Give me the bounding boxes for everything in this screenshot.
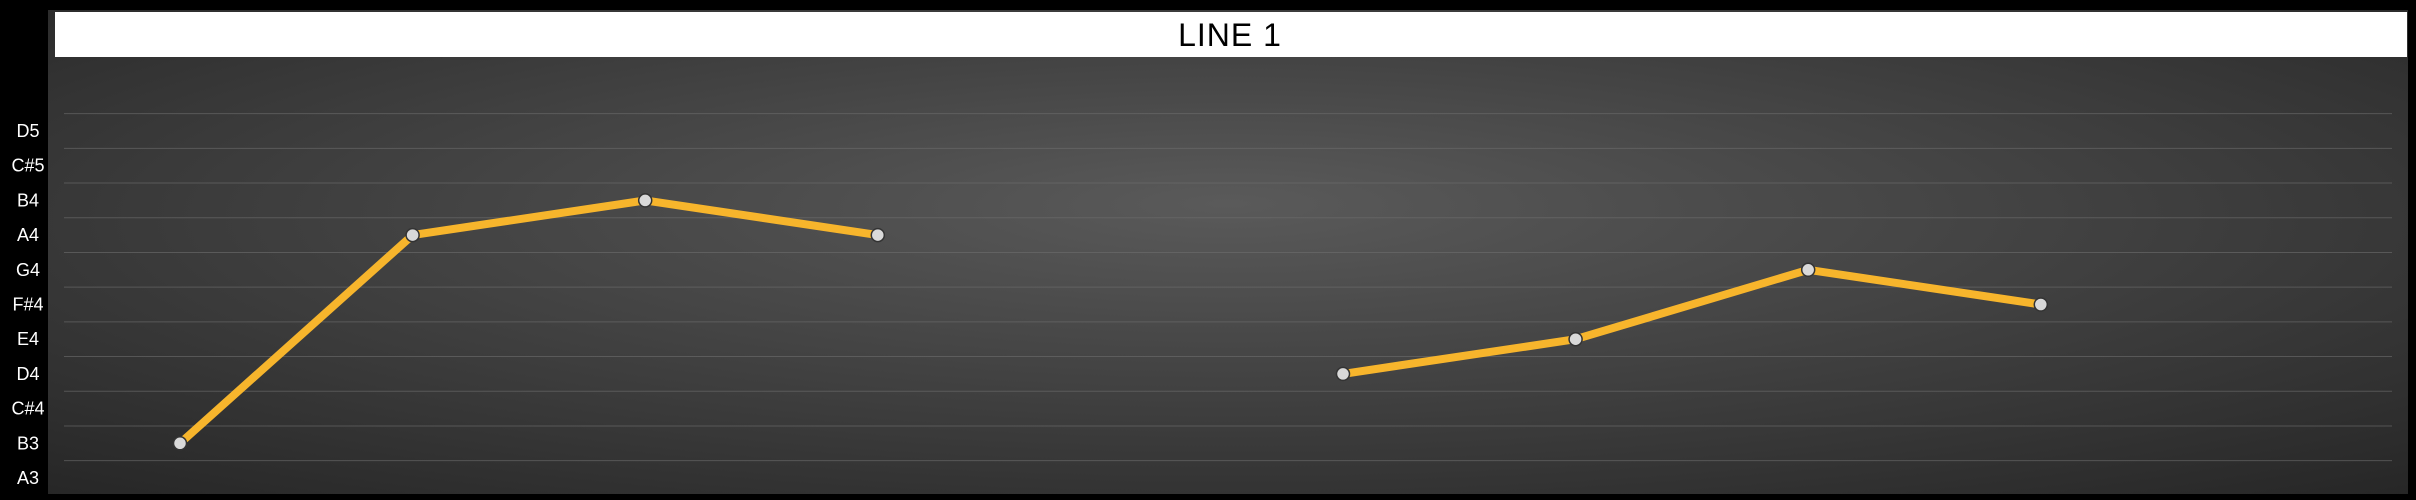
chart-title: LINE 1 [1178,17,1282,53]
data-point [637,193,653,208]
y-tick-label: D4 [16,364,39,384]
y-tick-label: C#5 [11,156,44,176]
series-markers [172,193,2049,451]
data-point [405,227,420,243]
title-band [55,12,2407,57]
series-line-segment [1571,265,1813,344]
y-tick-label: B4 [17,190,39,210]
data-point [1568,331,1583,347]
y-tick-label: A3 [17,468,39,488]
y-tick-label: C#4 [11,399,44,419]
y-tick-label: A4 [17,225,39,245]
series-line-segment [1804,265,2045,309]
series-line-segment [641,196,882,240]
y-tick-label: E4 [17,329,39,349]
data-point [1335,366,1351,382]
grid-lines [64,113,2392,462]
y-tick-label: F#4 [12,295,43,315]
y-tick-label: D5 [16,121,39,141]
y-tick-labels: A3 B3 C#4 D4 E4 F#4 G4 A4 B4 C#5 D5 [11,121,44,488]
data-point [1800,262,1816,278]
series-line-segment [176,231,417,448]
y-tick-label: B3 [17,433,39,453]
series-lines [176,196,2045,448]
y-tick-label: G4 [16,260,40,280]
data-point [172,436,188,451]
data-point [2033,297,2049,312]
series-line-segment [1339,335,1580,378]
data-point [870,227,886,243]
series-line-segment [408,196,650,240]
